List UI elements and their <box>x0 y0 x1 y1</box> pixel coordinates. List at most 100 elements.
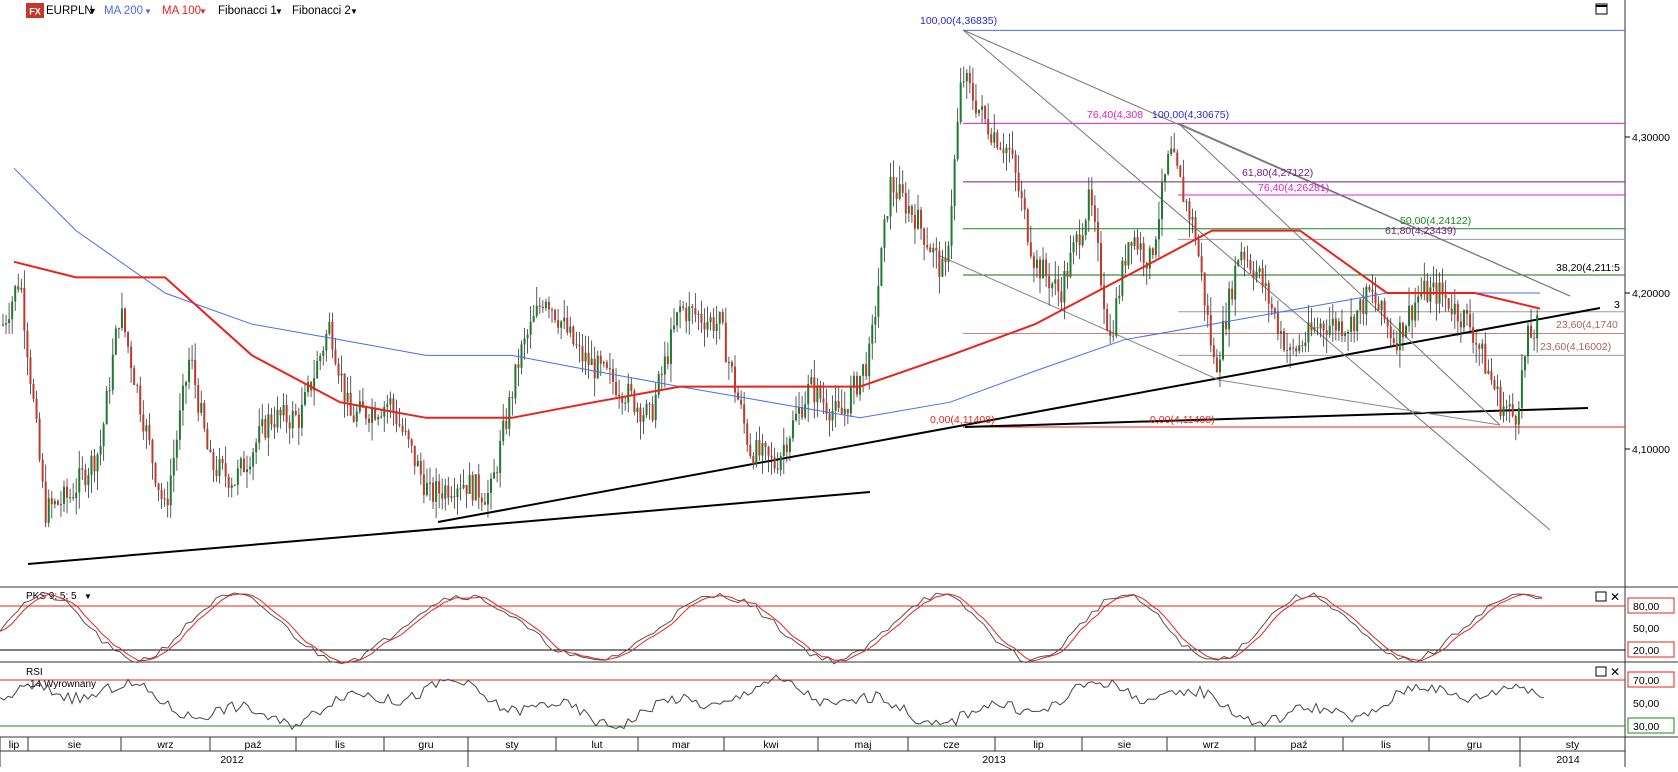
candle-body <box>651 404 654 421</box>
pks-close-icon[interactable]: ✕ <box>1610 590 1620 604</box>
candle-body <box>1307 322 1310 343</box>
candle-body <box>1383 300 1386 320</box>
candle-body <box>374 408 377 420</box>
rsi-title[interactable]: RSI <box>26 667 43 678</box>
candle-body <box>666 356 669 364</box>
candle-body <box>294 410 297 415</box>
candle-body <box>69 497 72 499</box>
candle-body <box>1157 219 1160 240</box>
candle-body <box>1060 291 1063 303</box>
candle-body <box>1029 242 1032 257</box>
rsi-tick-label: 50,00 <box>1633 698 1659 710</box>
candle-body <box>862 364 865 376</box>
candle-body <box>1417 296 1420 303</box>
candle-body <box>178 410 181 440</box>
chevron-down-icon[interactable]: ▼ <box>88 6 97 16</box>
candle-body <box>300 404 303 428</box>
fib-label: 38,20(4,211:5 <box>1556 262 1620 274</box>
candle-body <box>368 418 370 423</box>
candle-body <box>743 404 746 424</box>
pks-tick-label: 80,00 <box>1633 601 1659 613</box>
maximize-icon[interactable] <box>1595 3 1608 15</box>
candle-body <box>563 317 566 322</box>
candle-body <box>154 463 157 484</box>
candle-body <box>120 308 123 329</box>
month-label: lip <box>9 739 20 751</box>
indicator-tab[interactable]: Fibonacci 1 <box>218 5 277 17</box>
candle-body <box>639 407 642 422</box>
candle-body <box>758 440 761 456</box>
candle-body <box>264 419 267 438</box>
candle-body <box>139 385 142 415</box>
pks-maximize-icon[interactable] <box>1595 591 1607 602</box>
candle-body <box>523 338 526 345</box>
indicator-tab[interactable]: MA 200 <box>104 5 143 17</box>
candle-body <box>1231 288 1234 300</box>
trend-line <box>1218 379 1501 426</box>
candle-body <box>480 497 483 503</box>
indicator-tab[interactable]: Fibonacci 2 <box>292 5 351 17</box>
candle-body <box>996 132 999 148</box>
year-label: 2012 <box>220 754 244 766</box>
candle-body <box>773 457 776 469</box>
candle-body <box>575 344 578 346</box>
candle-body <box>456 488 459 498</box>
candle-body <box>502 420 505 442</box>
candle-body <box>560 321 563 328</box>
candle-body <box>261 419 264 427</box>
candle-body <box>136 385 139 387</box>
candle-body <box>1002 149 1005 154</box>
candle-body <box>1261 268 1264 287</box>
candle-body <box>273 424 276 428</box>
candle-body <box>852 375 855 388</box>
candle-body <box>130 346 133 369</box>
candle-body <box>654 394 657 421</box>
candle-body <box>1075 234 1078 243</box>
candle-body <box>1310 322 1313 331</box>
candle-body <box>904 192 907 214</box>
rsi-close-icon[interactable]: ✕ <box>1610 665 1620 679</box>
candle-body <box>712 317 715 331</box>
candle-body <box>938 250 941 277</box>
candle-body <box>1042 259 1045 279</box>
candle-body <box>505 420 508 429</box>
candle-body <box>1237 260 1240 266</box>
candle-body <box>447 485 450 498</box>
candle-body <box>242 458 245 473</box>
candle-body <box>483 502 486 505</box>
pks-chevron-icon[interactable]: ▼ <box>84 592 92 601</box>
candle-body <box>1228 288 1231 330</box>
candle-body <box>1011 149 1014 155</box>
candle-body <box>1334 318 1337 331</box>
candle-body <box>734 366 736 393</box>
month-label: cze <box>943 739 960 751</box>
candle-body <box>974 100 977 114</box>
candle-body <box>691 306 694 309</box>
candle-body <box>1395 342 1398 351</box>
symbol-label[interactable]: EURPLN <box>46 5 93 17</box>
candle-body <box>926 245 929 248</box>
indicator-tab[interactable]: MA 100 <box>162 5 201 17</box>
candle-body <box>337 363 340 376</box>
candle-body <box>581 346 584 362</box>
candle-body <box>624 402 627 404</box>
candle-body <box>764 443 767 447</box>
ma100-line <box>13 229 1541 419</box>
candle-body <box>87 475 90 486</box>
candle-body <box>1154 239 1157 256</box>
rsi-level-box <box>1627 717 1675 734</box>
candle-body <box>93 455 96 472</box>
candle-body <box>676 312 679 326</box>
candle-body <box>645 403 648 416</box>
candle-body <box>1234 265 1237 300</box>
chevron-down-icon: ▼ <box>199 7 207 16</box>
candle-body <box>679 306 682 313</box>
candle-body <box>1533 337 1536 339</box>
fx-logo-icon <box>26 3 44 18</box>
rsi-maximize-icon[interactable] <box>1595 666 1607 677</box>
candle-body <box>663 356 666 375</box>
candle-body <box>340 373 343 376</box>
rsi-line <box>0 674 1545 731</box>
candle-body <box>325 333 328 351</box>
candle-body <box>547 301 550 310</box>
